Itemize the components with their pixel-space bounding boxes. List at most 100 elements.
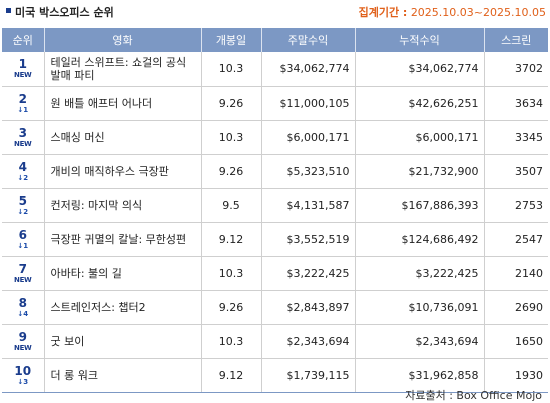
release-date: 9.5: [201, 188, 262, 223]
total-gross: $3,222,425: [355, 256, 485, 291]
rank-cell: 2 ↓1: [2, 86, 45, 121]
release-date: 9.26: [201, 154, 262, 189]
rank-number: 7: [18, 261, 27, 276]
table-row[interactable]: 10 ↓3 더 롱 워크 9.12 $1,739,115 $31,962,858 1930: [2, 358, 548, 393]
weekend-gross: $5,323,510: [261, 154, 356, 189]
movie-title[interactable]: 더 롱 워크: [44, 358, 202, 393]
period: 집계기간 : 2025.10.03~2025.10.05: [359, 4, 546, 20]
rank-cell: 7 NEW: [2, 256, 45, 291]
movie-title[interactable]: 스트레인저스: 챕터2: [44, 290, 202, 325]
rank-cell: 8 ↓4: [2, 290, 45, 325]
movie-title[interactable]: 스매싱 머신: [44, 120, 202, 155]
movie-title[interactable]: 아바타: 불의 길: [44, 256, 202, 291]
rank-cell: 10 ↓3: [2, 358, 45, 393]
col-header-rank[interactable]: 순위: [2, 28, 45, 52]
screen-count: 3507: [484, 154, 548, 189]
screen-count: 2140: [484, 256, 548, 291]
table-row[interactable]: 4 ↓2 개비의 매직하우스 극장판 9.26 $5,323,510 $21,732,90…: [2, 154, 548, 189]
table-row[interactable]: 6 ↓1 극장판 귀멸의 칼날: 무한성편 9.12 $3,552,519 $124,68…: [2, 222, 548, 257]
rank-number: 9: [18, 329, 27, 344]
weekend-gross: $4,131,587: [261, 188, 356, 223]
rank-number: 1: [18, 57, 27, 72]
total-gross: $2,343,694: [355, 324, 485, 359]
screen-count: 2690: [484, 290, 548, 325]
rank-number: 5: [18, 193, 27, 208]
new-badge: NEW: [14, 71, 32, 80]
table-header-row: 순위 영화 개봉일 주말수익 누적수익 스크린: [2, 28, 548, 52]
screen-count: 3634: [484, 86, 548, 121]
weekend-gross: $3,552,519: [261, 222, 356, 257]
rank-cell: 3 NEW: [2, 120, 45, 155]
movie-title[interactable]: 컨저링: 마지막 의식: [44, 188, 202, 223]
rank-cell: 6 ↓1: [2, 222, 45, 257]
screen-count: 1930: [484, 358, 548, 393]
rank-down-indicator: ↓3: [17, 377, 29, 386]
release-date: 9.26: [201, 86, 262, 121]
col-header-weekend[interactable]: 주말수익: [261, 28, 356, 52]
col-header-release[interactable]: 개봉일: [201, 28, 262, 52]
rank-number: 8: [18, 295, 27, 310]
title-bullet-icon: [6, 8, 11, 13]
release-date: 10.3: [201, 324, 262, 359]
table-row[interactable]: 5 ↓2 컨저링: 마지막 의식 9.5 $4,131,587 $167,886,393 2…: [2, 188, 548, 223]
rank-number: 10: [14, 363, 32, 378]
source-note: 자료출처 : Box Office Mojo: [405, 389, 542, 402]
rank-number: 4: [18, 159, 27, 174]
new-badge: NEW: [14, 139, 32, 148]
new-badge: NEW: [14, 343, 32, 352]
new-badge: NEW: [14, 275, 32, 284]
release-date: 9.26: [201, 290, 262, 325]
rank-cell: 9 NEW: [2, 324, 45, 359]
release-date: 10.3: [201, 256, 262, 291]
screen-count: 3345: [484, 120, 548, 155]
rank-down-indicator: ↓2: [17, 207, 29, 216]
total-gross: $31,962,858: [355, 358, 485, 393]
total-gross: $10,736,091: [355, 290, 485, 325]
table-row[interactable]: 2 ↓1 원 배틀 애프터 어나더 9.26 $11,000,105 $42,626,25…: [2, 86, 548, 121]
rank-down-indicator: ↓4: [17, 309, 29, 318]
col-header-screens[interactable]: 스크린: [484, 28, 548, 52]
weekend-gross: $11,000,105: [261, 86, 356, 121]
weekend-gross: $2,343,694: [261, 324, 356, 359]
period-value: 2025.10.03~2025.10.05: [410, 6, 546, 19]
total-gross: $124,686,492: [355, 222, 485, 257]
rank-down-indicator: ↓1: [17, 105, 29, 114]
release-date: 10.3: [201, 52, 262, 87]
table-row[interactable]: 1 NEW 테일러 스위프트: 쇼걸의 공식 발매 파티 10.3 $34,062,77…: [2, 52, 548, 87]
col-header-total[interactable]: 누적수익: [355, 28, 485, 52]
total-gross: $34,062,774: [355, 52, 485, 87]
screen-count: 1650: [484, 324, 548, 359]
movie-title[interactable]: 개비의 매직하우스 극장판: [44, 154, 202, 189]
page-title: 미국 박스오피스 순위: [15, 6, 114, 19]
rank-number: 6: [18, 227, 27, 242]
col-header-movie[interactable]: 영화: [44, 28, 202, 52]
movie-title[interactable]: 굿 보이: [44, 324, 202, 359]
rank-down-indicator: ↓2: [17, 173, 29, 182]
rank-number: 2: [18, 91, 27, 106]
rank-number: 3: [18, 125, 27, 140]
period-label: 집계기간 :: [358, 6, 408, 19]
table-row[interactable]: 9 NEW 굿 보이 10.3 $2,343,694 $2,343,694 1650: [2, 324, 548, 359]
weekend-gross: $6,000,171: [261, 120, 356, 155]
movie-title[interactable]: 극장판 귀멸의 칼날: 무한성편: [44, 222, 202, 257]
release-date: 9.12: [201, 222, 262, 257]
rank-cell: 1 NEW: [2, 52, 45, 87]
rank-cell: 4 ↓2: [2, 154, 45, 189]
movie-title[interactable]: 원 배틀 애프터 어나더: [44, 86, 202, 121]
weekend-gross: $1,739,115: [261, 358, 356, 393]
movie-title[interactable]: 테일러 스위프트: 쇼걸의 공식 발매 파티: [44, 52, 202, 87]
table-row[interactable]: 3 NEW 스매싱 머신 10.3 $6,000,171 $6,000,171 3345: [2, 120, 548, 155]
total-gross: $6,000,171: [355, 120, 485, 155]
release-date: 9.12: [201, 358, 262, 393]
table-row[interactable]: 7 NEW 아바타: 불의 길 10.3 $3,222,425 $3,222,425 214…: [2, 256, 548, 291]
table-row[interactable]: 8 ↓4 스트레인저스: 챕터2 9.26 $2,843,897 $10,736,091 2…: [2, 290, 548, 325]
box-office-header: 미국 박스오피스 순위 집계기간 : 2025.10.03~2025.10.05: [4, 3, 546, 21]
rank-cell: 5 ↓2: [2, 188, 45, 223]
weekend-gross: $34,062,774: [261, 52, 356, 87]
screen-count: 2547: [484, 222, 548, 257]
rank-down-indicator: ↓1: [17, 241, 29, 250]
release-date: 10.3: [201, 120, 262, 155]
weekend-gross: $2,843,897: [261, 290, 356, 325]
screen-count: 3702: [484, 52, 548, 87]
screen-count: 2753: [484, 188, 548, 223]
